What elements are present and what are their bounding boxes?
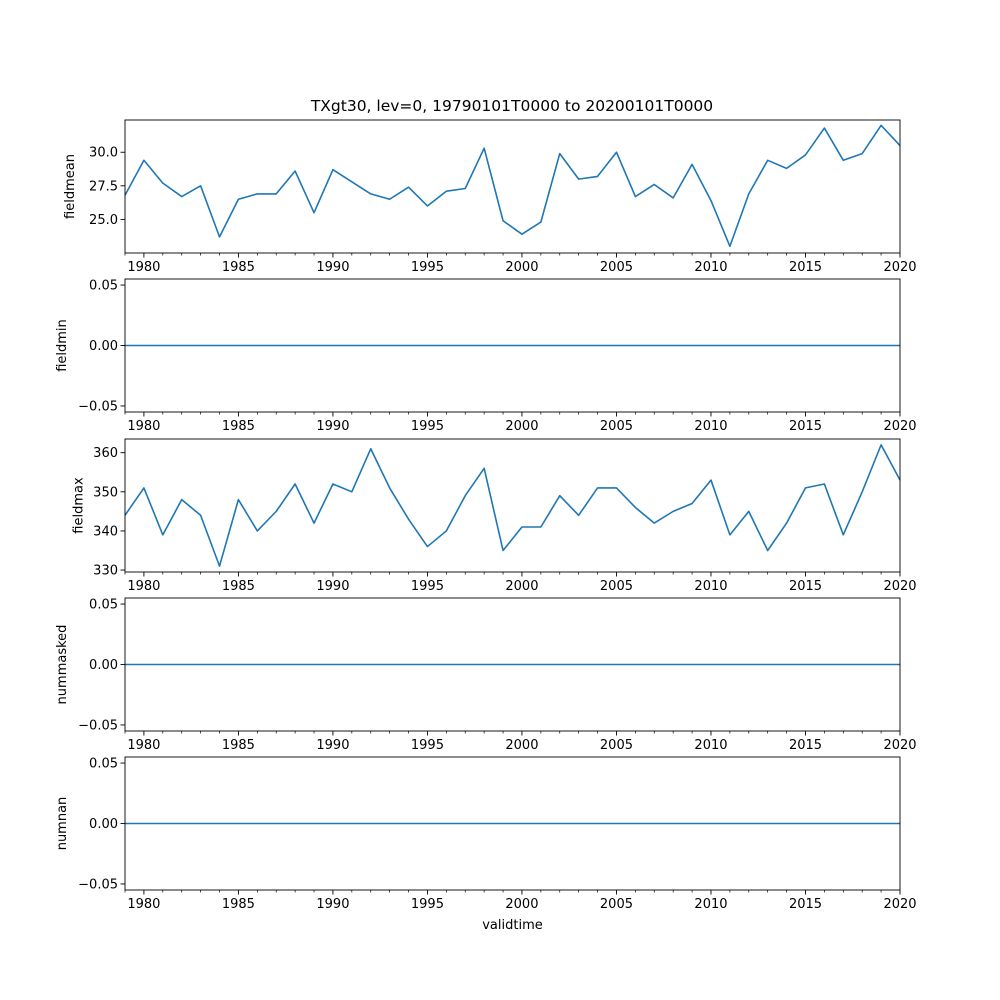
fieldmin-ytick-label: 0.00 bbox=[89, 339, 118, 354]
fieldmin-ytick-label: −0.05 bbox=[78, 399, 118, 414]
fieldmean-xtick-label: 2010 bbox=[694, 260, 727, 275]
fieldmin-xtick-label: 2010 bbox=[694, 419, 727, 434]
fieldmax-xtick-label: 1995 bbox=[411, 579, 444, 594]
numnan-ytick-label: 0.00 bbox=[89, 817, 118, 832]
numnan-xtick-label: 1980 bbox=[127, 897, 160, 912]
numnan-xtick-label: 2000 bbox=[505, 897, 538, 912]
subplot-nummasked: 1980 1985 1990 1995 2000 2005 2010 2015 2020 −0.0… bbox=[55, 598, 917, 753]
numnan-xtick-label: 2015 bbox=[789, 897, 822, 912]
fieldmax-series-line bbox=[124, 444, 901, 567]
numnan-xtick-label: 1995 bbox=[411, 897, 444, 912]
nummasked-xtick-label: 1980 bbox=[127, 738, 160, 753]
fieldmin-xtick-label: 2000 bbox=[505, 419, 538, 434]
fieldmean-xtick-label: 1980 bbox=[127, 260, 160, 275]
nummasked-xtick-label: 1995 bbox=[411, 738, 444, 753]
fieldmean-xtick-label: 1985 bbox=[222, 260, 255, 275]
fieldmean-axes-frame bbox=[124, 119, 901, 254]
numnan-xtick-label: 2020 bbox=[883, 897, 916, 912]
numnan-xtick-label: 1985 bbox=[222, 897, 255, 912]
fieldmean-ytick-label: 30.0 bbox=[89, 146, 118, 161]
numnan-xlabel: validtime bbox=[482, 918, 543, 933]
fieldmax-xtick-label: 2015 bbox=[789, 579, 822, 594]
fieldmean-series-line bbox=[124, 124, 901, 248]
nummasked-xtick-label: 1985 bbox=[222, 738, 255, 753]
nummasked-ytick-label: 0.00 bbox=[89, 658, 118, 673]
nummasked-ytick-label: 0.05 bbox=[89, 598, 118, 613]
fieldmax-ytick-label: 350 bbox=[93, 485, 118, 500]
subplots: 1980 1985 1990 1995 2000 2005 2010 2015 2020 25.0… bbox=[55, 119, 917, 933]
subplot-fieldmean: 1980 1985 1990 1995 2000 2005 2010 2015 2020 25.0… bbox=[63, 119, 917, 275]
nummasked-ytick-label: −0.05 bbox=[78, 718, 118, 733]
nummasked-xtick-label: 2020 bbox=[883, 738, 916, 753]
fieldmin-ytick-label: 0.05 bbox=[89, 279, 118, 294]
fieldmean-xtick-label: 2015 bbox=[789, 260, 822, 275]
subplot-numnan: 1980 1985 1990 1995 2000 2005 2010 2015 2020 −0.0… bbox=[55, 757, 917, 933]
fieldmin-ylabel: fieldmin bbox=[55, 319, 70, 372]
fieldmax-ytick-label: 330 bbox=[93, 564, 118, 579]
fieldmin-xtick-label: 1980 bbox=[127, 419, 160, 434]
fieldmax-ylabel: fieldmax bbox=[71, 477, 86, 534]
fieldmax-ytick-label: 360 bbox=[93, 446, 118, 461]
nummasked-xtick-label: 2015 bbox=[789, 738, 822, 753]
fieldmean-ylabel: fieldmean bbox=[63, 154, 78, 219]
nummasked-xtick-label: 2000 bbox=[505, 738, 538, 753]
fieldmin-xtick-label: 2005 bbox=[600, 419, 633, 434]
fieldmax-xtick-label: 2005 bbox=[600, 579, 633, 594]
numnan-xtick-label: 2010 bbox=[694, 897, 727, 912]
fieldmin-xtick-label: 2020 bbox=[883, 419, 916, 434]
subplot-fieldmin: 1980 1985 1990 1995 2000 2005 2010 2015 2020 −0.0… bbox=[55, 279, 917, 434]
fieldmean-ytick-label: 25.0 bbox=[89, 213, 118, 228]
numnan-xtick-label: 2005 bbox=[600, 897, 633, 912]
fieldmean-xtick-label: 1990 bbox=[316, 260, 349, 275]
fieldmax-xtick-label: 1985 bbox=[222, 579, 255, 594]
fieldmin-xtick-label: 1985 bbox=[222, 419, 255, 434]
fieldmin-xtick-label: 1995 bbox=[411, 419, 444, 434]
fieldmax-xtick-label: 2010 bbox=[694, 579, 727, 594]
fieldmin-xtick-label: 1990 bbox=[316, 419, 349, 434]
fieldmean-xtick-label: 2005 bbox=[600, 260, 633, 275]
nummasked-xtick-label: 2010 bbox=[694, 738, 727, 753]
fieldmax-xtick-label: 2000 bbox=[505, 579, 538, 594]
numnan-xtick-label: 1990 bbox=[316, 897, 349, 912]
fieldmax-xtick-label: 2020 bbox=[883, 579, 916, 594]
numnan-ylabel: numnan bbox=[55, 797, 70, 851]
numnan-ytick-label: −0.05 bbox=[78, 877, 118, 892]
fieldmax-xtick-label: 1990 bbox=[316, 579, 349, 594]
fieldmean-xtick-label: 2000 bbox=[505, 260, 538, 275]
numnan-ytick-label: 0.05 bbox=[89, 757, 118, 772]
nummasked-xtick-label: 1990 bbox=[316, 738, 349, 753]
nummasked-xtick-label: 2005 bbox=[600, 738, 633, 753]
fieldmean-xtick-label: 1995 bbox=[411, 260, 444, 275]
fieldmax-xtick-label: 1980 bbox=[127, 579, 160, 594]
fieldmean-ytick-label: 27.5 bbox=[89, 179, 118, 194]
fieldmean-xtick-label: 2020 bbox=[883, 260, 916, 275]
fieldmax-ytick-label: 340 bbox=[93, 524, 118, 539]
fieldmax-axes-frame bbox=[124, 438, 901, 573]
fieldmin-xtick-label: 2015 bbox=[789, 419, 822, 434]
chart-title: TXgt30, lev=0, 19790101T0000 to 20200101… bbox=[310, 97, 713, 115]
subplot-fieldmax: 1980 1985 1990 1995 2000 2005 2010 2015 2020 330 3… bbox=[71, 438, 917, 594]
nummasked-ylabel: nummasked bbox=[55, 625, 70, 705]
